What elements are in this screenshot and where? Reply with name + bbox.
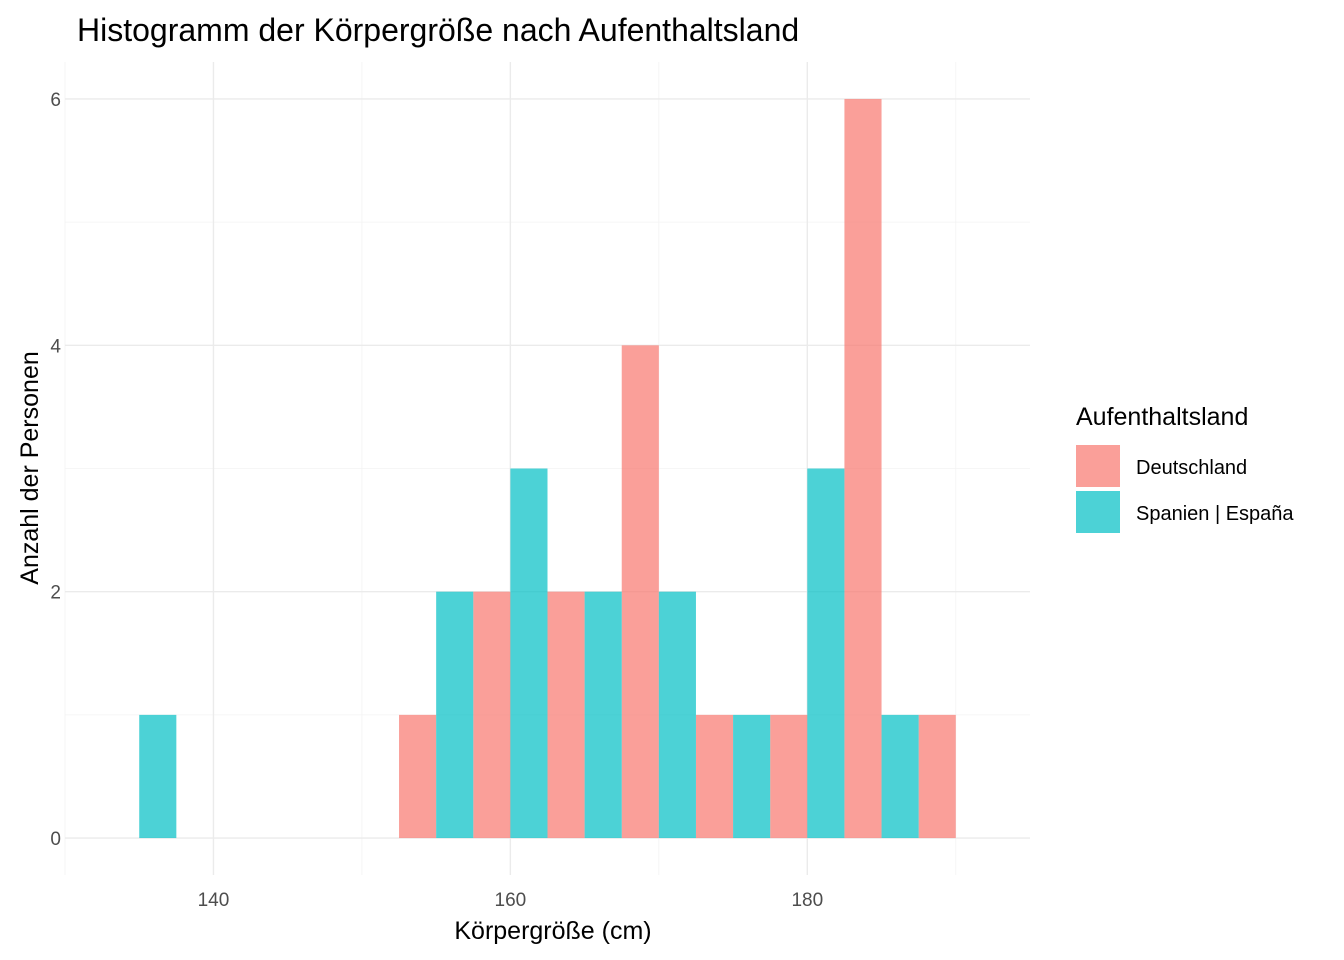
- legend-label: Spanien | España: [1136, 503, 1294, 525]
- bar-deutschland: [399, 714, 437, 839]
- bar-spanien: [807, 468, 845, 839]
- x-axis-ticks: 140 160 180: [198, 890, 824, 911]
- x-tick-label: 140: [198, 890, 230, 911]
- legend-items: Deutschland Spanien | España: [1076, 445, 1294, 533]
- x-axis-title: Körpergröße (cm): [454, 917, 651, 945]
- y-tick-label: 4: [50, 336, 61, 357]
- bar-deutschland: [770, 714, 808, 839]
- y-tick-label: 6: [50, 90, 61, 111]
- bar-deutschland: [547, 591, 585, 839]
- chart-title: Histogramm der Körpergröße nach Aufentha…: [77, 12, 799, 48]
- bars: [139, 98, 956, 839]
- y-axis-title: Anzahl der Personen: [16, 351, 44, 584]
- bar-deutschland: [695, 714, 734, 839]
- legend: Aufenthaltsland Deutschland Spanien | Esp…: [1076, 403, 1294, 533]
- y-tick-label: 2: [50, 583, 61, 604]
- legend-title: Aufenthaltsland: [1076, 403, 1248, 431]
- bar-deutschland: [844, 98, 882, 839]
- x-tick-label: 160: [495, 890, 527, 911]
- bar-spanien: [733, 714, 771, 839]
- bar-spanien: [584, 591, 622, 839]
- legend-swatch: [1076, 445, 1120, 487]
- bar-deutschland: [473, 591, 511, 839]
- y-axis-ticks: 0 2 4 6: [50, 90, 61, 850]
- bar-spanien: [436, 591, 474, 839]
- bar-spanien: [881, 714, 919, 839]
- y-tick-label: 0: [50, 829, 61, 850]
- bar-deutschland: [918, 714, 956, 839]
- bar-spanien: [658, 591, 696, 839]
- x-tick-label: 180: [791, 890, 823, 911]
- bar-deutschland: [621, 345, 659, 839]
- bar-spanien: [139, 714, 177, 839]
- plot-area: 140 160 180 0 2 4 6: [50, 62, 1030, 911]
- legend-label: Deutschland: [1136, 457, 1247, 479]
- legend-swatch: [1076, 491, 1120, 533]
- bar-spanien: [510, 468, 548, 839]
